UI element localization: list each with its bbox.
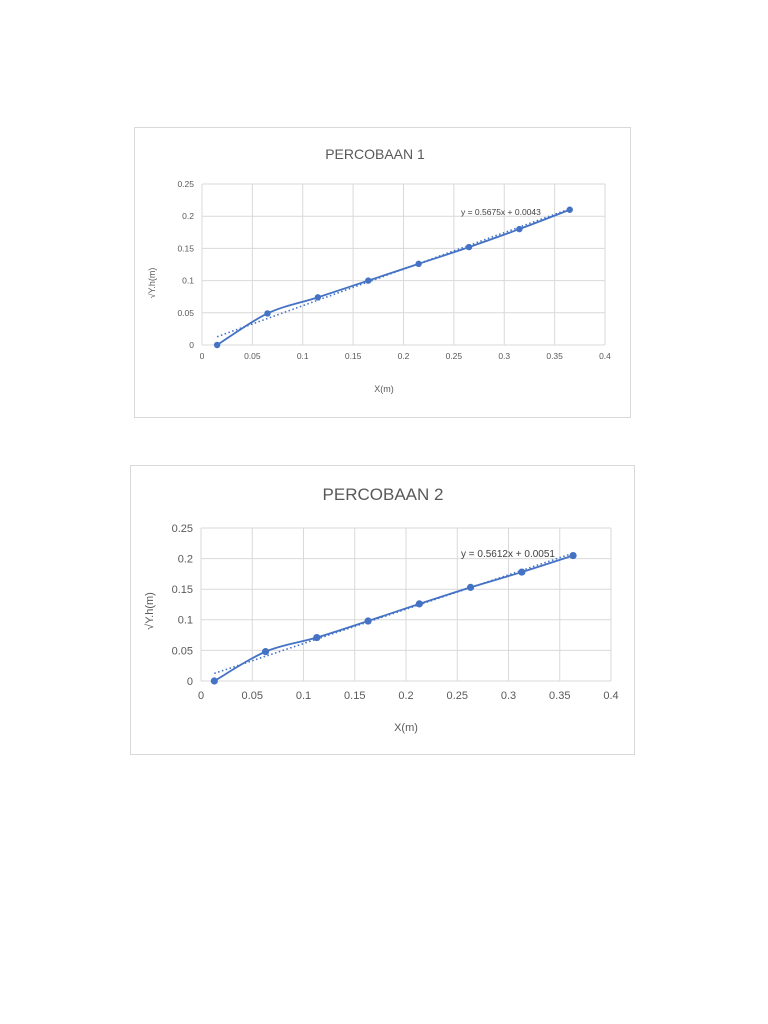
y-tick-label: 0.15 (177, 243, 194, 253)
x-tick-labels: 0 0.05 0.1 0.15 0.2 0.25 0.3 0.35 0.4 (198, 690, 619, 702)
x-tick-label: 0.25 (447, 690, 468, 702)
y-tick-label: 0.1 (182, 276, 194, 286)
x-tick-label: 0.3 (498, 351, 510, 361)
gridlines (200, 527, 612, 682)
series-line (213, 554, 574, 682)
y-tick-label: 0.2 (178, 553, 193, 565)
y-axis-label: √Y.h(m) (144, 592, 156, 630)
x-tick-label: 0.05 (242, 690, 263, 702)
chart-1-svg: PERCOBAAN 1 0 0.05 0.1 0.15 0.2 0.25 0.3 0.35 0.… (147, 146, 612, 394)
y-tick-label: 0.15 (172, 584, 193, 596)
data-point (569, 551, 577, 560)
data-point (518, 568, 526, 576)
x-tick-label: 0 (200, 351, 205, 361)
x-axis-label: X(m) (374, 384, 394, 394)
x-tick-label: 0.15 (345, 351, 362, 361)
trendline-equation: y = 0.5612x + 0.0051 (461, 549, 555, 560)
data-point (313, 633, 321, 642)
data-point (466, 583, 475, 591)
data-point (365, 277, 372, 284)
x-tick-label: 0.2 (398, 690, 413, 702)
chart-2-svg: PERCOBAAN 2 0 0.05 0.1 0.15 0.2 0.25 0.3 0.35 0.… (144, 485, 619, 734)
x-tick-label: 0.05 (244, 351, 261, 361)
x-tick-label: 0.4 (603, 690, 618, 702)
y-axis-label: √Y.h(m) (147, 268, 157, 299)
y-tick-label: 0.05 (177, 308, 194, 318)
x-tick-labels: 0 0.05 0.1 0.15 0.2 0.25 0.3 0.35 0.4 (200, 351, 612, 361)
data-point (213, 341, 221, 349)
series-line (216, 208, 571, 346)
y-tick-label: 0.25 (172, 523, 193, 535)
data-point (364, 617, 372, 625)
y-tick-label: 0.25 (177, 179, 194, 189)
chart-percobaan-2: PERCOBAAN 2 0 0.05 0.1 0.15 0.2 0.25 0.3 0.35 0.… (130, 465, 635, 755)
data-point (415, 600, 423, 608)
x-tick-label: 0.35 (549, 690, 570, 702)
x-tick-label: 0.15 (344, 690, 365, 702)
x-tick-label: 0.25 (446, 351, 463, 361)
y-tick-label: 0.05 (172, 645, 193, 657)
x-tick-label: 0 (198, 690, 204, 702)
data-point (261, 648, 270, 656)
x-tick-label: 0.1 (297, 351, 309, 361)
data-point (566, 206, 573, 213)
chart-title: PERCOBAAN 1 (325, 146, 425, 162)
series-layer (210, 551, 577, 685)
y-tick-label: 0.1 (178, 615, 193, 627)
x-tick-label: 0.2 (398, 351, 410, 361)
x-axis-label: X(m) (394, 722, 418, 734)
data-point (314, 294, 322, 301)
chart-percobaan-1: PERCOBAAN 1 0 0.05 0.1 0.15 0.2 0.25 0.3 0.35 0.… (134, 127, 631, 418)
chart-title: PERCOBAAN 2 (323, 485, 444, 504)
y-tick-label: 0.2 (182, 211, 194, 221)
x-tick-label: 0.3 (501, 690, 516, 702)
x-tick-label: 0.35 (546, 351, 563, 361)
y-tick-labels: 0 0.05 0.1 0.15 0.2 0.25 (177, 179, 194, 350)
y-tick-label: 0 (187, 676, 193, 688)
y-tick-labels: 0 0.05 0.1 0.15 0.2 0.25 (172, 523, 193, 688)
x-tick-label: 0.4 (599, 351, 611, 361)
trendline (216, 208, 571, 338)
data-point (516, 225, 523, 233)
x-tick-label: 0.1 (296, 690, 311, 702)
trendline-equation: y = 0.5675x + 0.0043 (461, 207, 541, 217)
trendline-layer (216, 208, 571, 338)
series-layer (213, 206, 573, 349)
data-point (415, 260, 422, 268)
data-point (264, 310, 271, 317)
data-point (210, 677, 218, 685)
data-point (465, 243, 473, 251)
y-tick-label: 0 (189, 340, 194, 350)
